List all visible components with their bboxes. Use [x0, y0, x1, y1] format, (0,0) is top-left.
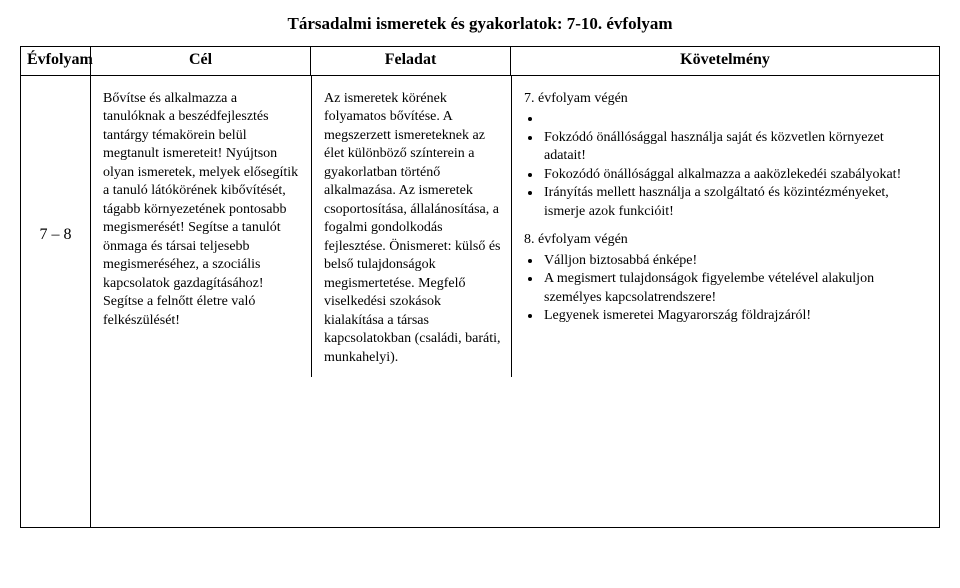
list-item: A megismert tulajdonságok figyelembe vét…	[542, 270, 927, 307]
bottom-fill	[91, 377, 939, 527]
list-item: Fokozódó önállósággal alkalmazza a aaköz…	[542, 166, 927, 184]
kov8-list: Válljon biztosabbá énképe! A megismert t…	[524, 252, 927, 326]
cell-feladat: Az ismeretek körének folyamatos bővítése…	[312, 76, 512, 377]
header-feladat: Feladat	[311, 47, 511, 76]
page-title: Társadalmi ismeretek és gyakorlatok: 7-1…	[20, 14, 940, 34]
list-item	[542, 110, 927, 128]
kov8-title: 8. évfolyam végén	[524, 231, 927, 249]
list-item: Fokzódó önállósággal használja saját és …	[542, 129, 927, 166]
header-cel: Cél	[91, 47, 311, 76]
curriculum-table: Évfolyam Cél Feladat Követelmény 7 – 8 B…	[20, 46, 940, 528]
table-header-row: Évfolyam Cél Feladat Követelmény	[21, 47, 940, 76]
feladat-text: Az ismeretek körének folyamatos bővítése…	[324, 90, 501, 367]
list-item: Válljon biztosabbá énképe!	[542, 252, 927, 270]
cell-kovetelmeny: 7. évfolyam végén Fokzódó önállósággal h…	[512, 76, 939, 377]
header-evfolyam: Évfolyam	[21, 47, 91, 76]
evfolyam-value: 7 – 8	[21, 76, 90, 244]
table-row: 7 – 8 Bővítse és alkalmazza a tanulóknak…	[21, 76, 940, 528]
cell-evfolyam: 7 – 8	[21, 76, 91, 528]
kov7-title: 7. évfolyam végén	[524, 90, 927, 108]
kov7-list: Fokzódó önállósággal használja saját és …	[524, 110, 927, 221]
cel-text: Bővítse és alkalmazza a tanulóknak a bes…	[103, 90, 301, 330]
list-item: Legyenek ismeretei Magyarország földrajz…	[542, 307, 927, 325]
page: Társadalmi ismeretek és gyakorlatok: 7-1…	[0, 0, 960, 588]
header-kovetelmeny: Követelmény	[511, 47, 940, 76]
cell-cel: Bővítse és alkalmazza a tanulóknak a bes…	[91, 76, 312, 377]
content-columns: Bővítse és alkalmazza a tanulóknak a bes…	[91, 76, 939, 377]
list-item: Irányítás mellett használja a szolgáltat…	[542, 184, 927, 221]
